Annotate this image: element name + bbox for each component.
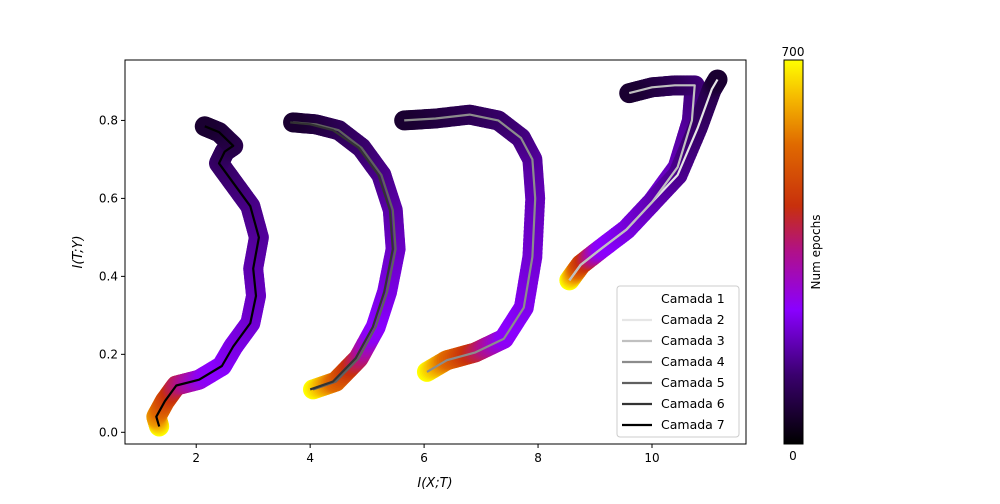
colorbar-max-label: 700: [782, 45, 805, 59]
x-tick-label: 6: [420, 451, 428, 465]
legend-label: Camada 1: [661, 291, 725, 306]
trajectory-marker: [394, 110, 415, 131]
colorbar: 700 0 Num epochs: [782, 45, 823, 463]
legend-label: Camada 2: [661, 312, 725, 327]
series-line: [155, 125, 260, 427]
y-axis: 0.0 0.2 0.4 0.6 0.8: [99, 113, 125, 439]
y-axis-label: I(T;Y): [71, 235, 86, 268]
x-tick-label: 10: [644, 451, 659, 465]
trajectory-marker: [619, 83, 640, 104]
legend-label: Camada 4: [661, 354, 725, 369]
legend-label: Camada 6: [661, 396, 725, 411]
y-tick-label: 0.0: [99, 425, 118, 439]
trajectory-marker: [707, 69, 728, 90]
series-line: [404, 113, 537, 373]
y-tick-label: 0.8: [99, 113, 118, 127]
series-lines: [155, 78, 719, 427]
legend: Camada 1 Camada 2 Camada 3 Camada 4 Camada 5…: [616, 285, 740, 438]
colorbar-min-label: 0: [789, 449, 797, 463]
y-tick-label: 0.2: [99, 347, 118, 361]
legend-label: Camada 3: [661, 333, 725, 348]
legend-box: [616, 285, 740, 438]
legend-label: Camada 5: [661, 375, 725, 390]
series-line: [290, 121, 394, 391]
x-axis: 2 4 6 8 10: [192, 444, 660, 465]
x-axis-label: I(X;T): [417, 476, 452, 491]
trajectory-marker: [194, 116, 215, 137]
series-line: [568, 84, 696, 281]
plot-frame: [124, 59, 747, 445]
y-tick-label: 0.6: [99, 191, 118, 205]
x-tick-label: 2: [192, 451, 200, 465]
x-tick-label: 4: [306, 451, 314, 465]
legend-label: Camada 7: [661, 417, 725, 432]
colorbar-label: Num epochs: [809, 215, 823, 290]
colorbar-gradient: [783, 59, 804, 445]
series-line: [293, 121, 397, 391]
y-tick-label: 0.4: [99, 269, 118, 283]
x-tick-label: 8: [534, 451, 542, 465]
